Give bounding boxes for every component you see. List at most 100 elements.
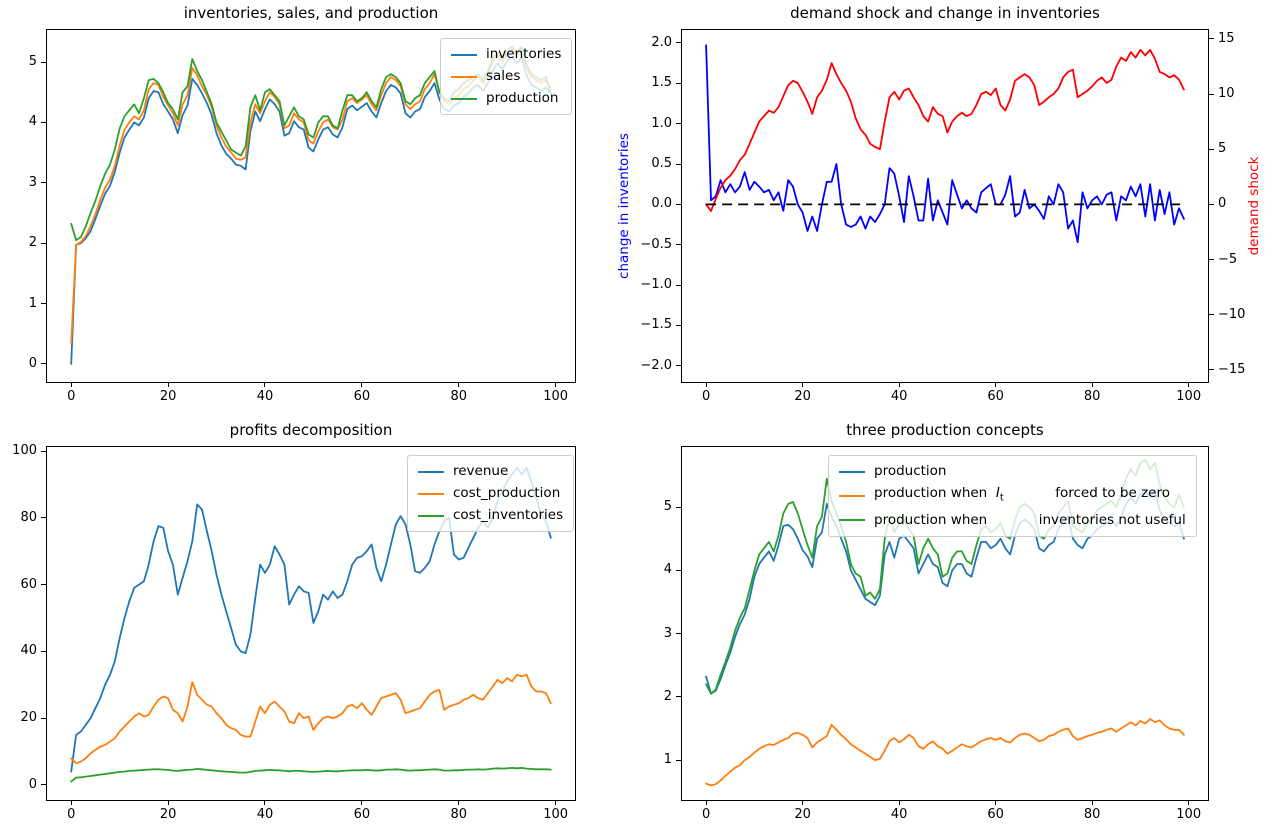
y-tick-label: 0: [28, 355, 37, 371]
y-tick-label: −1.0: [640, 277, 672, 293]
y-tick-label: 5: [28, 54, 37, 69]
x-tick-mark: [1188, 383, 1190, 387]
plot-area: [705, 44, 1185, 244]
y-tick-label: 2: [28, 235, 37, 251]
math-I: I: [995, 485, 1000, 501]
x-tick-mark: [898, 383, 900, 387]
y-tick-label: 1: [663, 752, 672, 768]
y-tick-label: 1: [28, 295, 37, 311]
x-tick-mark: [802, 801, 804, 805]
x-tick-label: 20: [794, 389, 811, 404]
legend-line-swatch: [418, 514, 444, 517]
x-tick-label: 0: [701, 389, 711, 404]
y-tick-mark: [41, 517, 46, 519]
math-sub-t: t: [999, 492, 1004, 504]
x-tick-mark: [995, 801, 997, 805]
x-tick-mark: [167, 801, 169, 805]
y-tick-label: 4: [663, 562, 672, 578]
legend-item: production when inventories not useful: [839, 512, 1186, 529]
x-tick-mark: [555, 383, 557, 387]
x-tick-mark: [70, 383, 72, 387]
legend-label-production: production: [486, 90, 559, 106]
y-tick-mark: [41, 303, 46, 304]
y-tick-label: −0.5: [640, 236, 672, 252]
x-tick-label: 0: [67, 389, 76, 404]
x-tick-mark: [70, 801, 72, 805]
series-line-cost-inventories: [70, 766, 552, 783]
y-tick-mark: [676, 123, 681, 125]
legend-item: revenue: [418, 463, 563, 480]
y-tick-label: 5: [663, 499, 672, 515]
x-tick-mark: [361, 801, 363, 805]
y-tick-label: −1.5: [640, 317, 672, 333]
x-tick-label: 0: [701, 807, 711, 822]
y-tick-mark: [41, 784, 46, 786]
y-axis-label-left: change in inventories: [616, 133, 632, 279]
x-tick-label: 20: [159, 389, 177, 404]
y-tick-mark: [676, 759, 681, 761]
subplot-three-production-concepts: three production concepts 0 20 40 60 80 100 1 2…: [664, 421, 1209, 822]
y-tick-label: 80: [20, 509, 37, 525]
legend-item: production: [451, 90, 561, 107]
y-tick-label-right: 5: [1218, 141, 1227, 157]
legend-item: cost_inventories: [418, 507, 563, 524]
y-tick-label: 2: [663, 688, 672, 704]
y-tick-label: 0: [28, 776, 37, 792]
y-tick-mark: [41, 584, 46, 586]
x-tick-mark: [1091, 801, 1093, 805]
plot-title-inventories-sales-production: inventories, sales, and production: [183, 4, 439, 22]
x-tick-label: 60: [987, 807, 1004, 822]
y-tick-mark: [41, 717, 46, 719]
x-tick-label: 100: [1176, 807, 1202, 822]
x-tick-mark: [458, 801, 460, 805]
x-tick-mark: [802, 383, 804, 387]
y-tick-mark-right: [1209, 203, 1214, 205]
y-tick-mark: [41, 363, 46, 365]
legend-label-production-when-inventories-not-useful: production when inventories not useful: [874, 511, 1186, 528]
x-tick-mark: [167, 383, 169, 387]
series-line-change-in-inventories: [705, 44, 1185, 244]
x-tick-label: 100: [543, 807, 569, 822]
x-tick-label: 40: [256, 389, 274, 404]
legend-item: production: [839, 463, 1186, 480]
y-tick-mark-right: [1209, 93, 1214, 95]
legend-item: production when It forced to be zero: [839, 485, 1186, 507]
x-tick-mark: [995, 383, 997, 387]
y-tick-mark: [41, 242, 46, 244]
x-tick-label: 80: [450, 807, 468, 822]
legend-line-swatch: [418, 470, 444, 473]
series-line-cost-production: [70, 673, 552, 765]
legend-item: inventories: [451, 46, 561, 63]
legend-line-swatch: [418, 492, 444, 495]
x-tick-mark: [458, 383, 460, 387]
y-tick-mark-right: [1209, 314, 1214, 316]
y-tick-mark: [676, 203, 681, 205]
x-tick-label: 100: [543, 389, 569, 404]
x-tick-mark: [1091, 383, 1093, 387]
y-tick-label: 60: [20, 576, 37, 592]
y-tick-mark: [676, 633, 681, 635]
x-tick-mark: [898, 801, 900, 805]
plot-title-profits-decomposition: profits decomposition: [229, 421, 393, 439]
x-tick-label: 20: [159, 807, 177, 822]
y-tick-label: 0.5: [651, 156, 672, 172]
x-tick-mark: [705, 801, 707, 805]
y-tick-mark: [41, 61, 46, 63]
x-tick-label: 60: [353, 389, 371, 404]
x-tick-mark: [264, 383, 266, 387]
x-tick-label: 80: [450, 389, 468, 404]
y-tick-mark: [676, 324, 681, 326]
x-tick-label: 0: [67, 807, 76, 822]
legend-line-swatch: [451, 75, 477, 78]
x-tick-label: 60: [353, 807, 371, 822]
series-line-demand-shock: [705, 48, 1185, 212]
x-tick-label: 40: [890, 807, 908, 822]
y-tick-mark-right: [1209, 259, 1214, 261]
legend-label-production-when: production when It forced to be zero: [874, 485, 1170, 504]
legend-item: cost_production: [418, 485, 563, 502]
legend-label-production: production: [874, 463, 947, 479]
y-tick-label-right: 15: [1218, 30, 1235, 46]
y-tick-label: 100: [12, 443, 37, 458]
legend-label-revenue: revenue: [453, 463, 509, 479]
y-tick-label-right: 0: [1218, 196, 1227, 212]
